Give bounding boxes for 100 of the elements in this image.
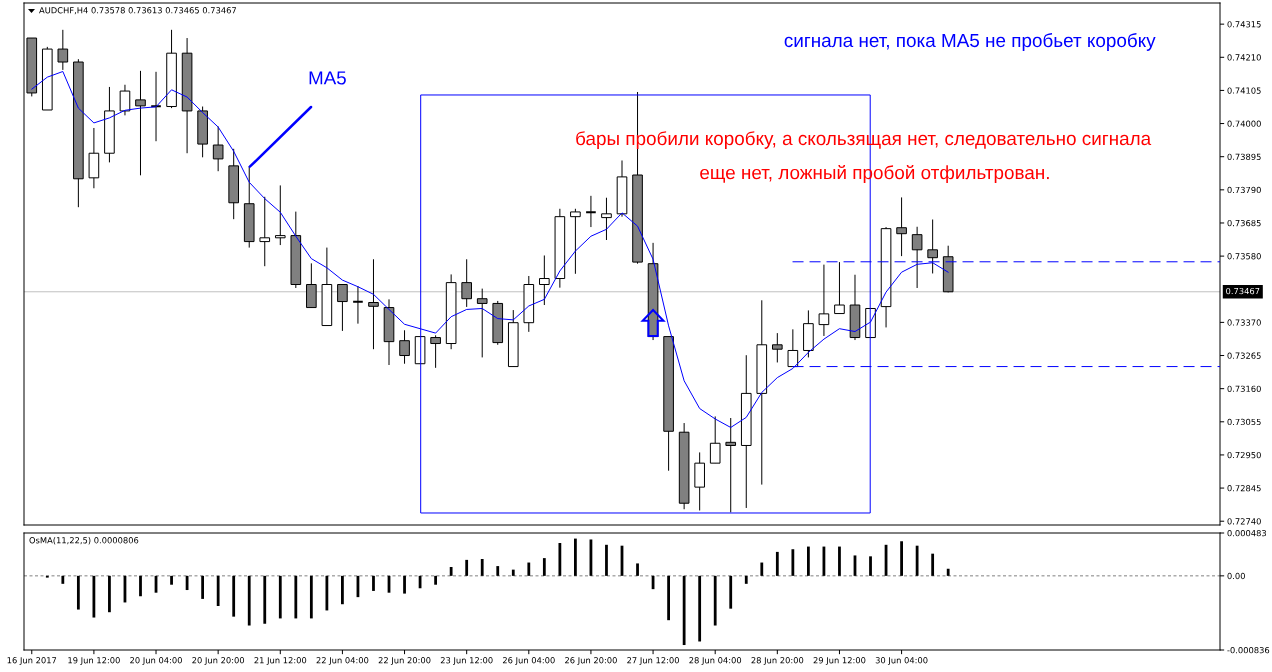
y-tick-label: 0.74210 — [1227, 54, 1261, 61]
bar — [931, 553, 935, 576]
bar — [341, 575, 344, 605]
y-tick-label: 0.73055 — [1227, 418, 1261, 426]
bar — [309, 575, 313, 619]
y-tick-label: 0.000483 — [1227, 529, 1267, 537]
candlestick — [461, 258, 472, 308]
candlestick — [772, 332, 783, 363]
y-tick-label: 0.73580 — [1227, 253, 1261, 260]
x-tick-label: 29 Jun 12:00 — [813, 657, 866, 665]
bar — [682, 575, 686, 646]
bar — [278, 575, 282, 619]
x-tick-label: 20 Jun 20:00 — [192, 657, 245, 665]
bar — [900, 541, 903, 576]
bar — [744, 575, 748, 584]
candlestick — [709, 415, 721, 464]
bar — [511, 569, 515, 576]
bar — [558, 543, 562, 576]
bar — [61, 575, 65, 584]
bar — [403, 575, 406, 594]
bar — [92, 575, 96, 618]
candlestick — [57, 29, 69, 71]
bar — [139, 575, 142, 597]
bar — [201, 575, 205, 599]
ref-line-label: 0.73467 — [1226, 287, 1260, 295]
candlestick — [896, 196, 907, 257]
y-tick-label: 0.74315 — [1227, 21, 1261, 28]
bar — [806, 546, 810, 576]
bar — [247, 575, 251, 626]
candlestick — [570, 208, 581, 275]
bar — [232, 575, 236, 617]
candlestick — [787, 328, 799, 368]
y-tick-label: 0.73370 — [1227, 319, 1261, 326]
bar — [372, 575, 375, 591]
candlestick — [337, 284, 348, 332]
chart-title: OsMA(11,22,5) 0.0000806 — [29, 536, 139, 545]
bar — [698, 575, 702, 642]
y-tick-label: 0.72845 — [1227, 485, 1261, 492]
x-tick-label: 23 Jun 12:00 — [440, 657, 493, 665]
candlestick — [259, 196, 271, 267]
bar — [527, 562, 531, 576]
candlestick — [119, 84, 131, 116]
x-tick-label: 26 Jun 04:00 — [502, 657, 555, 665]
y-tick-label: 0.73895 — [1227, 153, 1261, 160]
bar — [465, 559, 469, 576]
y-tick-label: 0.00 — [1227, 572, 1245, 580]
annotation: сигнала нет, пока MA5 не пробьет коробку — [784, 33, 1156, 51]
bar — [915, 545, 919, 576]
bar — [775, 551, 779, 576]
bar — [76, 575, 80, 610]
candlestick — [135, 70, 146, 176]
bar — [636, 563, 639, 576]
bar — [667, 575, 670, 621]
candlestick — [818, 264, 830, 337]
text: MA5 — [309, 71, 346, 85]
y-tick-label: 0.73265 — [1227, 352, 1261, 359]
x-tick-label: 22 Jun 04:00 — [316, 657, 369, 665]
candlestick — [306, 262, 317, 309]
y-tick-label: 0.72950 — [1227, 451, 1261, 459]
candlestick — [476, 288, 488, 358]
bar — [294, 575, 298, 619]
x-tick-label: 16 Jun 2017 — [7, 657, 57, 665]
y-tick-label: 0.74000 — [1227, 120, 1261, 127]
bar — [216, 575, 220, 606]
bar — [574, 538, 577, 576]
candlestick — [274, 184, 286, 246]
x-tick-label: 19 Jun 12:00 — [68, 657, 120, 665]
y-tick-label: 0.73790 — [1227, 186, 1261, 194]
bar — [869, 556, 872, 576]
bar — [729, 575, 733, 609]
bar — [605, 544, 608, 576]
x-tick-label: 21 Jun 12:00 — [254, 657, 307, 665]
bar — [263, 575, 267, 624]
bar — [325, 575, 329, 611]
bar — [170, 575, 173, 585]
candlestick — [927, 219, 938, 274]
candlestick — [539, 254, 550, 306]
candlestick — [834, 261, 845, 315]
candlestick — [430, 334, 441, 369]
candlestick — [352, 285, 364, 325]
y-tick-label: 0.74105 — [1227, 87, 1261, 94]
candlestick — [725, 417, 737, 513]
bar — [946, 568, 950, 576]
bar — [542, 558, 546, 576]
bar — [496, 566, 500, 576]
bar — [760, 562, 764, 576]
chart-title: AUDCHF,H4 0.73578 0.73613 0.73465 0.73467 — [39, 7, 237, 15]
x-tick-label: 27 Jun 12:00 — [627, 657, 679, 665]
bar — [713, 575, 717, 626]
x-tick-label: 30 Jun 04:00 — [875, 657, 928, 665]
y-tick-label: 0.73160 — [1227, 385, 1261, 392]
candlestick — [399, 329, 410, 365]
bar — [108, 575, 111, 613]
x-tick-label: 26 Jun 20:00 — [565, 657, 617, 665]
y-tick-label: -0.000836 — [1227, 646, 1270, 654]
bar — [791, 549, 795, 576]
candlestick — [601, 197, 612, 241]
bar — [449, 566, 453, 576]
candlestick — [911, 226, 923, 289]
x-tick-label: 28 Jun 20:00 — [751, 657, 804, 665]
